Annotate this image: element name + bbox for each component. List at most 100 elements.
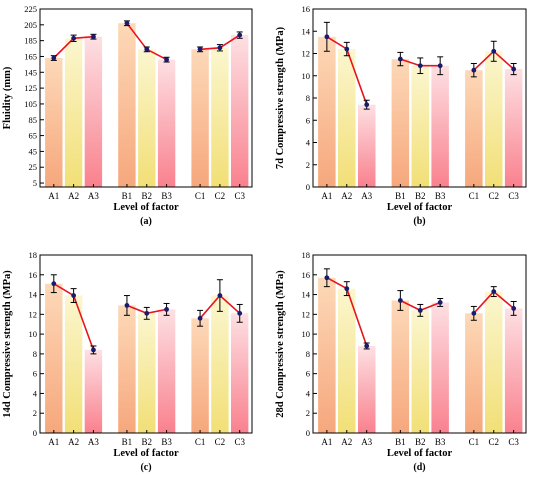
bar-C2 [485,291,503,433]
y-tick-label: 14 [302,290,311,300]
y-tick-label: 45 [29,146,38,156]
x-tick-label: A2 [68,191,79,201]
x-tick-label: B1 [395,437,406,447]
y-tick-label: 105 [24,99,37,109]
panel-label: (b) [413,216,425,227]
x-tick-label: B3 [161,191,172,201]
y-tick-label: 165 [24,51,37,61]
bar-B1 [391,300,410,433]
bar-A2 [64,295,83,433]
y-tick-label: 18 [302,250,311,260]
x-tick-label: C2 [215,437,226,447]
data-point [237,32,243,38]
chart-panel-a: 5 25 45 65 85 105 125 145 165 185 205 225 A1 A2 A3 B1 B2… [2,4,253,227]
y-tick-label: 4 [33,388,38,398]
y-axis-label: 14d Compressive strength (MPa) [2,270,13,418]
x-tick-label: B3 [435,191,446,201]
data-point [417,307,423,313]
bar-C3 [231,313,249,433]
y-tick-label: 10 [29,329,38,339]
panel-label: (a) [140,216,152,227]
bar-A2 [338,49,356,187]
data-point [91,347,96,353]
data-point [397,298,403,303]
y-tick-label: 14 [302,26,311,36]
data-point [397,56,403,62]
x-tick-label: B2 [415,191,426,201]
y-tick-label: 12 [302,309,311,319]
bar-C3 [504,308,523,433]
x-tick-label: C1 [195,437,206,447]
data-point [71,293,77,298]
x-tick-label: A2 [341,437,352,447]
x-tick-label: C2 [488,191,499,201]
data-point [324,275,330,281]
y-tick-label: 16 [29,270,38,280]
bar-A1 [318,277,336,433]
y-tick-label: 2 [33,408,37,418]
data-point [471,67,477,73]
data-point [217,293,223,298]
bar-A3 [84,36,103,188]
y-tick-label: 6 [306,369,310,379]
data-point [51,281,57,287]
x-tick-label: C2 [488,437,499,447]
y-tick-label: 0 [33,428,37,438]
bar-C3 [504,69,523,187]
y-tick-label: 4 [306,388,311,398]
x-tick-label: C2 [215,191,226,201]
bar-C3 [231,35,249,187]
bar-B3 [157,309,176,433]
data-point [471,310,477,316]
data-point [324,34,330,40]
chart-panel-c: 0 2 4 6 8 10 12 14 16 18 A1 A2 A3 B1 B2 B3 C1 C2 C3 Level o… [2,250,253,473]
bar-B2 [138,49,156,187]
y-tick-label: 25 [29,162,38,172]
x-tick-label: B2 [415,437,426,447]
y-tick-label: 2 [306,160,310,170]
y-axis-label: 28d Compressive strength (MPa) [275,270,286,418]
data-point [417,63,423,69]
data-point [144,310,150,316]
y-tick-label: 18 [29,250,38,260]
x-tick-label: A1 [48,437,59,447]
x-tick-label: B1 [122,191,133,201]
y-tick-label: 0 [306,182,310,192]
data-point [124,20,130,26]
panel-label: (d) [413,462,425,473]
y-tick-label: 16 [302,4,311,14]
x-tick-label: A2 [341,191,352,201]
y-tick-label: 4 [306,138,311,148]
data-point [164,57,169,63]
x-tick-label: C1 [195,191,206,201]
bar-B2 [138,313,156,433]
y-tick-label: 10 [302,71,311,81]
x-axis-label: Level of factor [113,448,179,459]
y-tick-label: 185 [24,36,37,46]
x-tick-label: B3 [435,437,446,447]
x-tick-label: A3 [361,437,372,447]
data-point [511,66,517,72]
bar-A3 [358,104,376,187]
bar-C1 [191,49,209,187]
data-point [164,306,169,312]
bar-B3 [431,65,449,187]
plot-frame [312,254,527,434]
y-tick-label: 12 [302,49,311,59]
x-tick-label: B3 [161,437,172,447]
x-tick-label: A1 [321,437,332,447]
x-tick-label: C3 [508,191,519,201]
bar-A1 [45,283,63,433]
x-axis-label: Level of factor [113,202,179,213]
bar-A2 [338,288,356,433]
x-tick-label: B1 [395,191,406,201]
bar-C1 [465,70,483,187]
x-axis-label: Level of factor [387,202,453,213]
x-tick-label: A2 [68,437,79,447]
data-point [364,343,370,349]
y-tick-label: 12 [29,309,38,319]
data-point [124,303,130,308]
data-point [437,300,443,305]
x-tick-label: A3 [361,191,372,201]
